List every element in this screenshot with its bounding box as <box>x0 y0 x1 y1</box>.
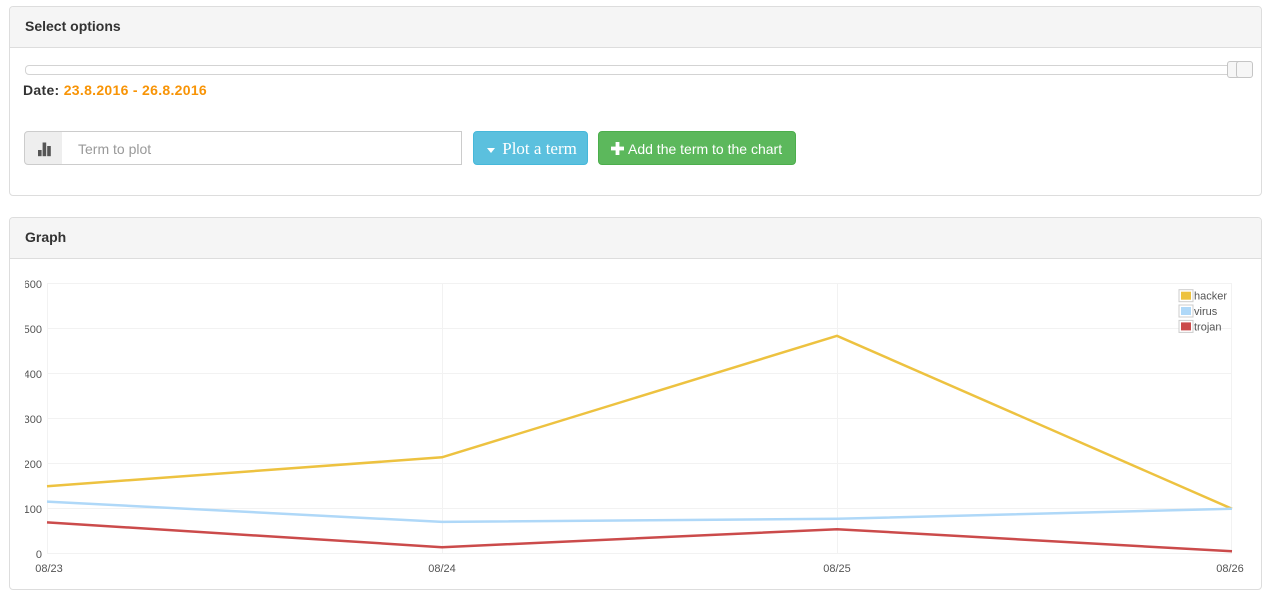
svg-text:200: 200 <box>25 459 42 471</box>
svg-text:100: 100 <box>25 504 42 516</box>
svg-text:500: 500 <box>25 324 42 336</box>
svg-text:hacker: hacker <box>1194 291 1227 303</box>
svg-text:0: 0 <box>36 549 42 561</box>
svg-text:08/25: 08/25 <box>823 563 851 573</box>
svg-text:virus: virus <box>1194 306 1218 318</box>
svg-text:08/24: 08/24 <box>428 563 456 573</box>
svg-text:600: 600 <box>25 279 42 291</box>
svg-text:300: 300 <box>25 414 42 426</box>
svg-text:08/26: 08/26 <box>1216 563 1244 573</box>
svg-text:trojan: trojan <box>1194 321 1222 333</box>
svg-text:08/23: 08/23 <box>35 563 63 573</box>
svg-text:400: 400 <box>25 369 42 381</box>
